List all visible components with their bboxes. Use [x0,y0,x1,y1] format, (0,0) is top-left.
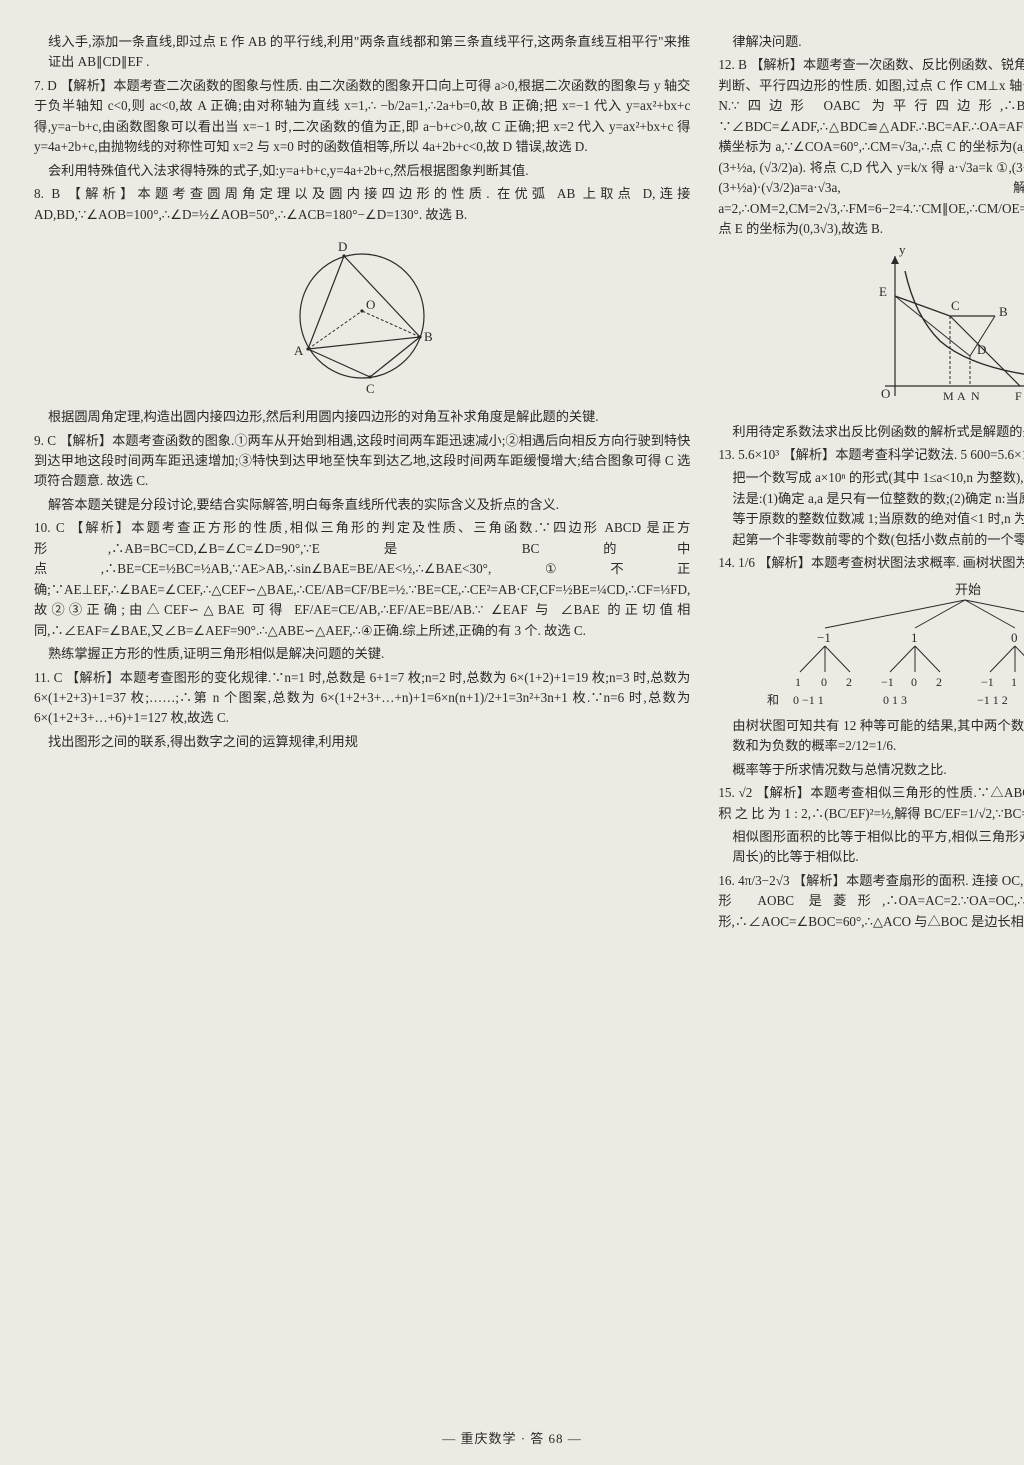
svg-text:0: 0 [1011,630,1018,645]
svg-text:1: 1 [911,630,918,645]
intro-cont: 线入手,添加一条直线,即过点 E 作 AB 的平行线,利用"两条直线都和第三条直… [34,32,690,73]
svg-text:O: O [366,297,375,312]
q13-note: 把一个数写成 a×10ⁿ 的形式(其中 1≤a<10,n 为整数),这种记数法称… [718,468,1024,550]
svg-text:B: B [424,329,433,344]
svg-text:1: 1 [1011,675,1017,689]
left-column: 线入手,添加一条直线,即过点 E 作 AB 的平行线,利用"两条直线都和第三条直… [34,32,690,1441]
svg-text:−1: −1 [817,630,831,645]
q14-note: 概率等于所求情况数与总情况数之比. [718,760,1024,780]
q11: 11. C 【解析】本题考查图形的变化规律.∵n=1 时,总数是 6+1=7 枚… [34,668,690,729]
q7: 7. D 【解析】本题考查二次函数的图象与性质. 由二次函数的图象开口向上可得 … [34,76,690,158]
q8: 8. B 【解析】本题考查圆周角定理以及圆内接四边形的性质. 在优弧 AB 上取… [34,184,690,225]
svg-text:D: D [977,342,986,357]
q8-note: 根据圆周角定理,构造出圆内接四边形,然后利用圆内接四边形的对角互补求角度是解此题… [34,407,690,427]
q13: 13. 5.6×10³ 【解析】本题考查科学记数法. 5 600=5.6×10³… [718,445,1024,465]
svg-text:A: A [957,389,966,403]
svg-text:B: B [999,304,1008,319]
q15: 15. √2 【解析】本题考查相似三角形的性质.∵△ABC∽△DEF,△ABC … [718,783,1024,824]
svg-text:−1: −1 [981,675,994,689]
svg-text:A: A [294,343,304,358]
q9-note: 解答本题关键是分段讨论,要结合实际解答,明白每条直线所代表的实际含义及折点的含义… [34,495,690,515]
q14: 14. 1/6 【解析】本题考查树状图法求概率. 画树状图为 [718,553,1024,573]
q7-note: 会利用特殊值代入法求得特殊的式子,如:y=a+b+c,y=4a+2b+c,然后根… [34,161,690,181]
right-column: 律解决问题. 12. B 【解析】本题考查一次函数、反比例函数、锐角三角函数、相… [718,32,1024,1441]
svg-text:C: C [366,381,375,396]
svg-text:0 1 3: 0 1 3 [883,693,907,707]
svg-text:F: F [1015,389,1022,403]
svg-text:开始: 开始 [955,582,981,597]
q15-note: 相似图形面积的比等于相似比的平方,相似三角形对应线段(高、中线、角平分线及周长)… [718,827,1024,868]
svg-text:2: 2 [846,675,852,689]
q11-cont: 律解决问题. [718,32,1024,52]
svg-text:2: 2 [936,675,942,689]
q16: 16. 4π/3−2√3 【解析】本题考查扇形的面积. 连接 OC,过点 A 作… [718,871,1024,932]
graph-diagram: y x O E C B D M A N F [718,246,1024,416]
svg-text:y: y [899,246,906,257]
circle-diagram: O D A B C [34,231,690,401]
svg-text:0 −1 1: 0 −1 1 [793,693,824,707]
svg-text:C: C [951,298,960,313]
q12-note: 利用待定系数法求出反比例函数的解析式是解题的关键. [718,422,1024,442]
svg-text:1: 1 [795,675,801,689]
svg-text:D: D [338,239,347,254]
svg-text:E: E [879,284,887,299]
svg-text:0: 0 [911,675,917,689]
q10: 10. C 【解析】本题考查正方形的性质,相似三角形的判定及性质、三角函数.∵四… [34,518,690,641]
svg-text:0: 0 [821,675,827,689]
page-footer: — 重庆数学 · 答 68 — [0,1428,1024,1447]
svg-text:O: O [881,386,890,401]
q14-result: 由树状图可知共有 12 种等可能的结果,其中两个数和为负数的结果数为 2,所以两… [718,716,1024,757]
q9: 9. C 【解析】本题考查函数的图象.①两车从开始到相遇,这段时间两车距迅速减小… [34,431,690,492]
svg-text:N: N [971,389,980,403]
q12: 12. B 【解析】本题考查一次函数、反比例函数、锐角三角函数、相似三角形的性质… [718,55,1024,239]
q11-note: 找出图形之间的联系,得出数字之间的运算规律,利用规 [34,732,690,752]
svg-text:和: 和 [767,693,779,707]
svg-text:−1 1 2: −1 1 2 [977,693,1008,707]
svg-text:M: M [943,389,954,403]
q10-note: 熟练掌握正方形的性质,证明三角形相似是解决问题的关键. [34,644,690,664]
tree-diagram: 开始 −1 1 0 2 1 0 2 [718,580,1024,710]
svg-text:−1: −1 [881,675,894,689]
